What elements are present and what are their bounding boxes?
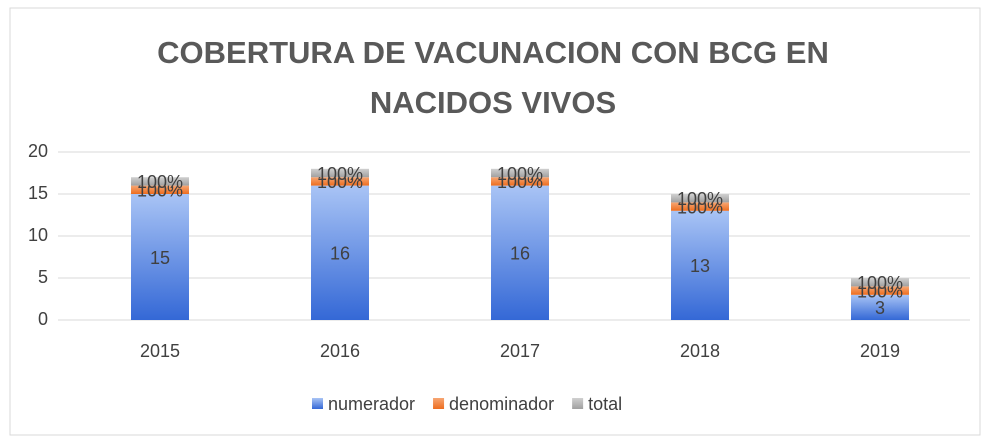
legend-swatch: [572, 398, 584, 409]
bar-segment: [311, 168, 369, 178]
data-label: 100%: [677, 189, 723, 209]
y-tick-label: 5: [38, 267, 48, 287]
legend-label: total: [588, 394, 622, 414]
bar-segment: [311, 177, 369, 186]
x-tick-label: 2018: [680, 341, 720, 361]
data-label: 100%: [317, 164, 363, 184]
bar-segment: [851, 294, 909, 320]
data-label: 15: [150, 248, 170, 268]
bar-segment: [131, 194, 189, 320]
y-tick-label: 15: [28, 183, 48, 203]
bar-segment: [491, 177, 549, 186]
y-tick-label: 0: [38, 309, 48, 329]
x-tick-label: 2015: [140, 341, 180, 361]
bar-segment: [671, 210, 729, 320]
data-label: 3: [875, 298, 885, 318]
legend-swatch: [433, 398, 445, 409]
legend-swatch: [312, 398, 323, 409]
x-tick-label: 2016: [320, 341, 360, 361]
legend-label: denominador: [449, 394, 554, 414]
y-tick-label: 20: [28, 141, 48, 161]
bar-segment: [131, 185, 189, 194]
bar-segment: [131, 177, 189, 186]
y-tick-label: 10: [28, 225, 48, 245]
bar-segment: [851, 278, 909, 287]
data-label: 100%: [137, 172, 183, 192]
bar-segment: [671, 194, 729, 203]
x-tick-label: 2019: [860, 341, 900, 361]
chart-title: COBERTURA DE VACUNACION CON BCG EN NACID…: [157, 35, 829, 120]
bar-segment: [311, 185, 369, 320]
data-label: 13: [690, 256, 710, 276]
data-label: 100%: [857, 273, 903, 293]
bar-segment: [671, 202, 729, 211]
data-label: 16: [330, 244, 350, 264]
data-label: 16: [510, 244, 530, 264]
data-label: 100%: [497, 164, 543, 184]
bar-segment: [851, 286, 909, 295]
x-tick-label: 2017: [500, 341, 540, 361]
bar-segment: [491, 168, 549, 178]
legend-label: numerador: [328, 394, 415, 414]
bar-segment: [491, 185, 549, 320]
